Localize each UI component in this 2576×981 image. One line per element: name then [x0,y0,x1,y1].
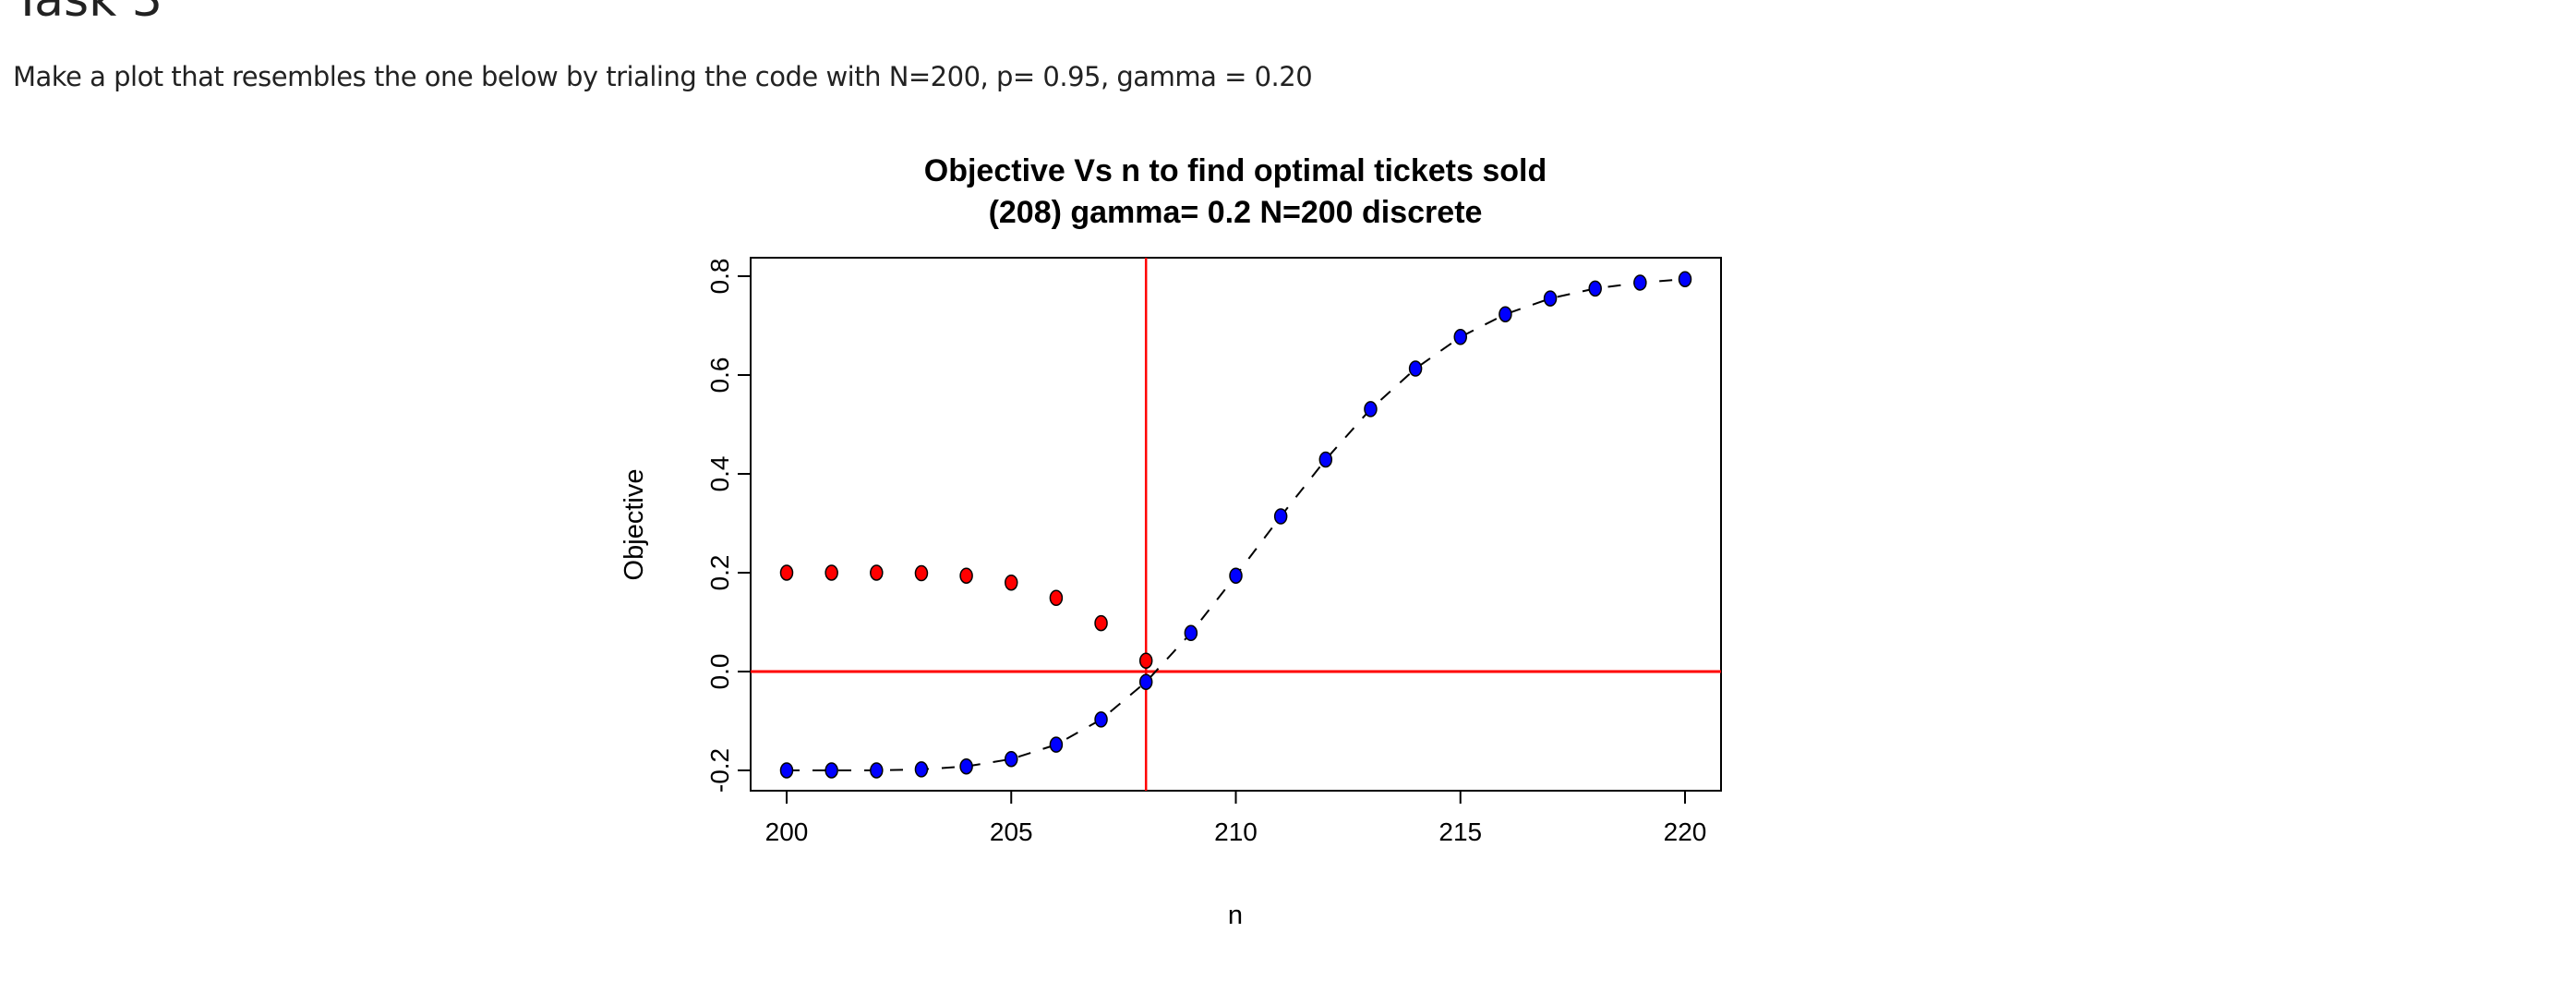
plot-frame [750,257,1722,792]
x-tick-label: 200 [765,818,809,846]
instruction-text: Make a plot that resembles the one below… [13,61,1313,92]
x-tick-label: 205 [990,818,1033,846]
blue-point [1005,750,1018,768]
x-tick-label: 215 [1438,818,1482,846]
y-tick-label: -0.2 [705,748,734,793]
red-point [870,564,884,581]
x-axis-label: n [1228,901,1243,930]
blue-point [1453,329,1467,345]
red-point [1138,652,1153,669]
blue-point [1633,274,1647,291]
y-axis-label: Objective [620,469,649,581]
blue-point [1049,736,1064,753]
blue-point [959,757,973,775]
blue-point [1229,567,1243,584]
blue-point [1408,360,1423,377]
x-tick-label: 210 [1214,818,1258,846]
blue-point [779,762,794,779]
red-point [825,564,838,581]
blue-point [1318,451,1333,468]
y-tick-label: 0.2 [705,555,734,591]
blue-point [1543,290,1558,307]
section-heading: Task 3 [13,0,163,28]
y-tick-label: 0.6 [705,357,734,394]
blue-point [1094,711,1108,728]
blue-point [1184,624,1198,642]
blue-point [825,762,838,779]
red-point [779,564,794,581]
red-point [914,564,929,582]
chart-title: Objective Vs n to find optimal tickets s… [924,153,1547,188]
x-tick-label: 220 [1664,818,1707,846]
blue-point [1273,508,1288,525]
blue-point [1678,271,1692,287]
blue-point [870,762,884,779]
y-tick-label: 0.4 [705,456,734,492]
red-point [959,567,973,584]
blue-point [1364,401,1378,418]
series-line [787,278,1686,771]
y-tick-label: 0.0 [705,654,734,690]
blue-point [1588,280,1602,297]
y-tick-label: 0.8 [705,259,734,295]
blue-point [914,761,929,778]
red-point [1094,614,1108,632]
blue-point [1499,306,1512,322]
red-point [1049,589,1064,607]
chart-subtitle: (208) gamma= 0.2 N=200 discrete [989,195,1483,230]
blue-point [1138,673,1153,690]
red-point [1005,574,1018,591]
